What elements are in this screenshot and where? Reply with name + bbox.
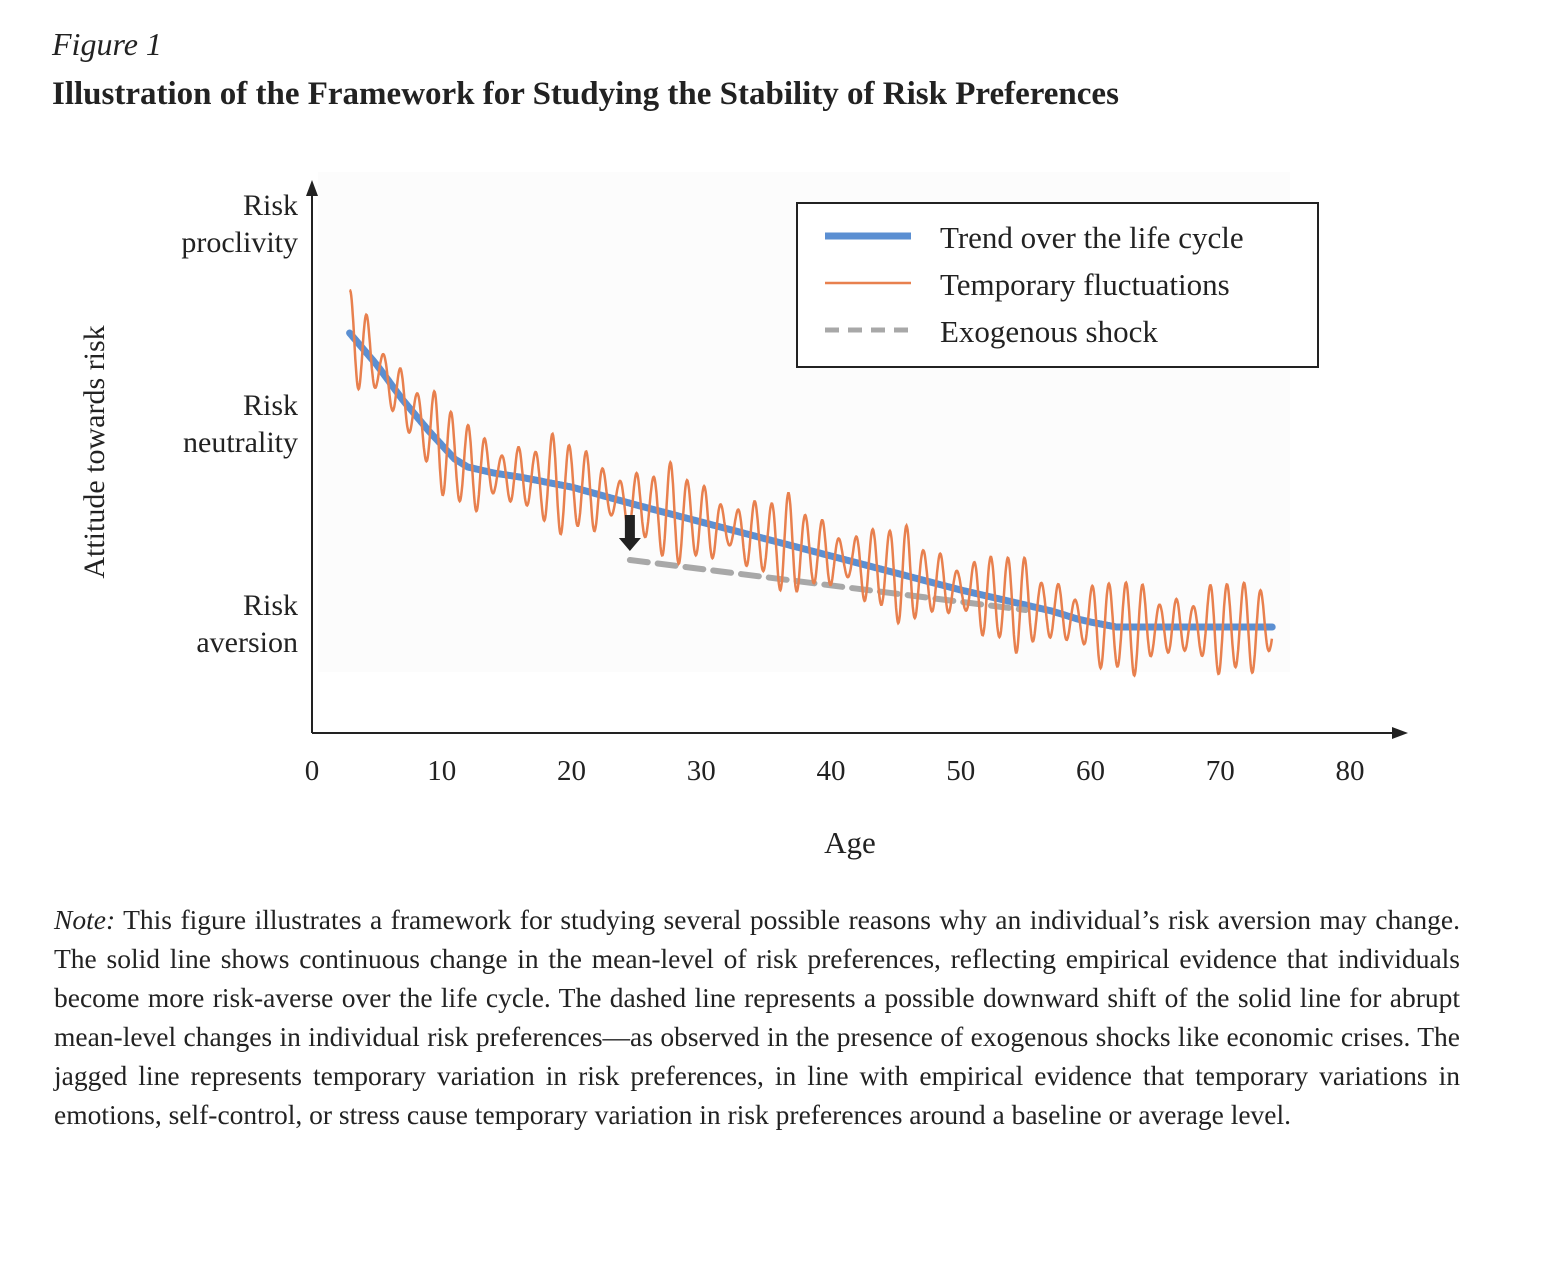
y-category-label: proclivity	[181, 226, 298, 259]
y-axis-label: Attitude towards risk	[78, 325, 111, 578]
x-tick-label: 10	[427, 755, 456, 787]
shock-down-arrow-icon	[618, 515, 641, 551]
y-category-label: neutrality	[183, 426, 298, 459]
x-tick-label: 60	[1076, 755, 1105, 787]
legend-label: Exogenous shock	[940, 314, 1158, 349]
y-category-label: Risk	[243, 589, 298, 622]
note-label: Note:	[54, 904, 116, 935]
legend-label: Trend over the life cycle	[940, 220, 1244, 255]
x-tick-label: 80	[1336, 755, 1365, 787]
exogenous-shock-line	[626, 557, 1029, 613]
y-category-label: Risk	[243, 189, 298, 222]
x-tick-label: 40	[817, 755, 846, 787]
x-tick-label: 30	[687, 755, 716, 787]
x-axis-label: Age	[824, 825, 876, 860]
y-category-label: aversion	[196, 626, 298, 659]
fluctuation-line	[348, 288, 1274, 678]
figure-label: Figure 1	[52, 26, 162, 62]
legend-label: Temporary fluctuations	[940, 267, 1230, 302]
x-axis-arrow-icon	[1392, 727, 1408, 739]
note-text: This figure illustrates a framework for …	[54, 904, 1460, 1130]
axes: 0 10 20 30 40 50 60 70 80 Age Attitude towards ris…	[78, 180, 1408, 860]
y-category-label: Risk	[243, 389, 298, 422]
figure-title: Illustration of the Framework for Studyi…	[52, 76, 1119, 112]
y-axis-arrow-icon	[306, 180, 318, 196]
x-tick-label: 0	[305, 755, 320, 787]
legend-box	[796, 202, 1319, 368]
x-tick-label: 20	[557, 755, 586, 787]
x-tick-label: 50	[946, 755, 975, 787]
x-tick-label: 70	[1206, 755, 1235, 787]
chart: 0 10 20 30 40 50 60 70 80 Age Attitude towards ris…	[78, 180, 1408, 860]
legend: Trend over the life cycle Temporary fluct…	[796, 202, 1319, 368]
figure-note: Note: This figure illustrates a framewor…	[54, 900, 1460, 1134]
chart-marks	[346, 288, 1276, 678]
